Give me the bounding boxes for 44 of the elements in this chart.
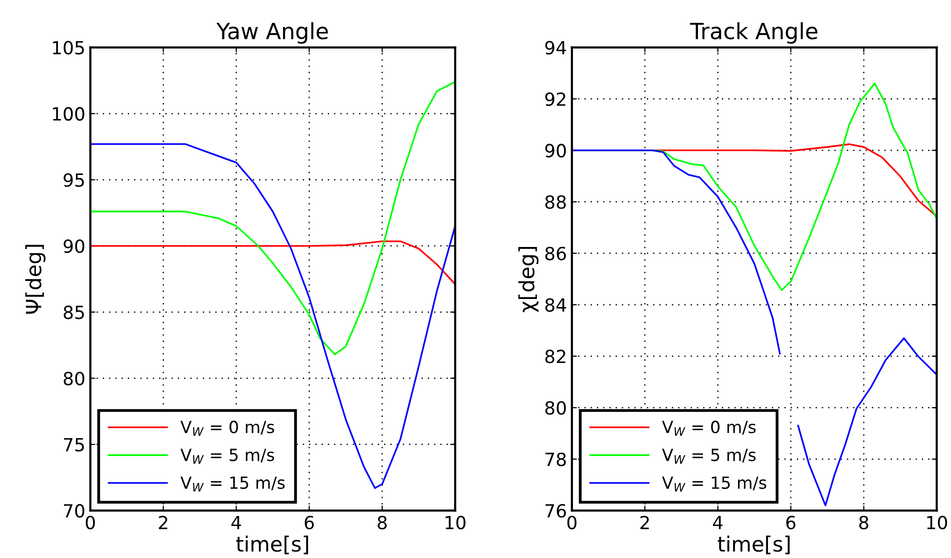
y-axis-title: χ[deg] — [518, 247, 539, 312]
x-tick-label: 8 — [859, 516, 868, 530]
y-axis-title: Ψ[deg] — [25, 244, 46, 314]
legend-label: V$_{W}$ = 0 m/s — [180, 420, 274, 436]
x-tick-label: 6 — [786, 516, 796, 530]
y-tick-label: 80 — [545, 401, 566, 415]
legend-label: V$_{W}$ = 5 m/s — [180, 448, 274, 464]
x-axis-title: time[s] — [718, 536, 790, 554]
y-tick-label: 86 — [545, 246, 566, 260]
legend-label: V$_{W}$ = 5 m/s — [662, 448, 756, 464]
line-series — [90, 240, 456, 286]
x-tick-label: 6 — [304, 516, 314, 530]
y-tick-label: 78 — [546, 452, 566, 466]
x-tick-label: 4 — [712, 516, 723, 530]
y-tick-label: 94 — [545, 40, 566, 55]
y-tick-label: 90 — [64, 239, 84, 254]
y-tick-label: 88 — [545, 195, 566, 209]
line-series — [90, 81, 456, 356]
y-tick-label: 100 — [53, 107, 84, 121]
legend-label: V$_{W}$ = 0 m/s — [662, 420, 756, 436]
x-tick-label: 0 — [567, 516, 576, 530]
y-tick-label: 70 — [64, 504, 84, 518]
x-tick-label: 10 — [446, 516, 466, 530]
legend-label: V$_{W}$ = 15 m/s — [662, 476, 766, 492]
y-tick-label: 80 — [64, 372, 84, 386]
x-tick-label: 8 — [378, 516, 387, 530]
chart-title: Track Angle — [690, 22, 818, 44]
x-tick-label: 2 — [158, 516, 168, 530]
y-tick-label: 95 — [64, 173, 84, 187]
y-tick-label: 75 — [64, 438, 84, 452]
y-tick-label: 92 — [545, 92, 566, 106]
y-tick-label: 90 — [545, 144, 566, 158]
x-tick-label: 10 — [927, 516, 948, 530]
y-tick-label: 84 — [545, 298, 566, 312]
chart-title: Yaw Angle — [216, 22, 328, 44]
y-tick-label: 105 — [53, 40, 84, 55]
x-tick-label: 0 — [86, 516, 95, 530]
legend-label: V$_{W}$ = 15 m/s — [180, 476, 285, 492]
y-tick-label: 85 — [64, 306, 84, 320]
x-axis-title: time[s] — [236, 536, 308, 554]
y-tick-label: 76 — [546, 504, 566, 518]
x-tick-label: 4 — [231, 516, 242, 530]
y-tick-label: 82 — [545, 350, 566, 364]
x-tick-label: 2 — [640, 516, 649, 530]
